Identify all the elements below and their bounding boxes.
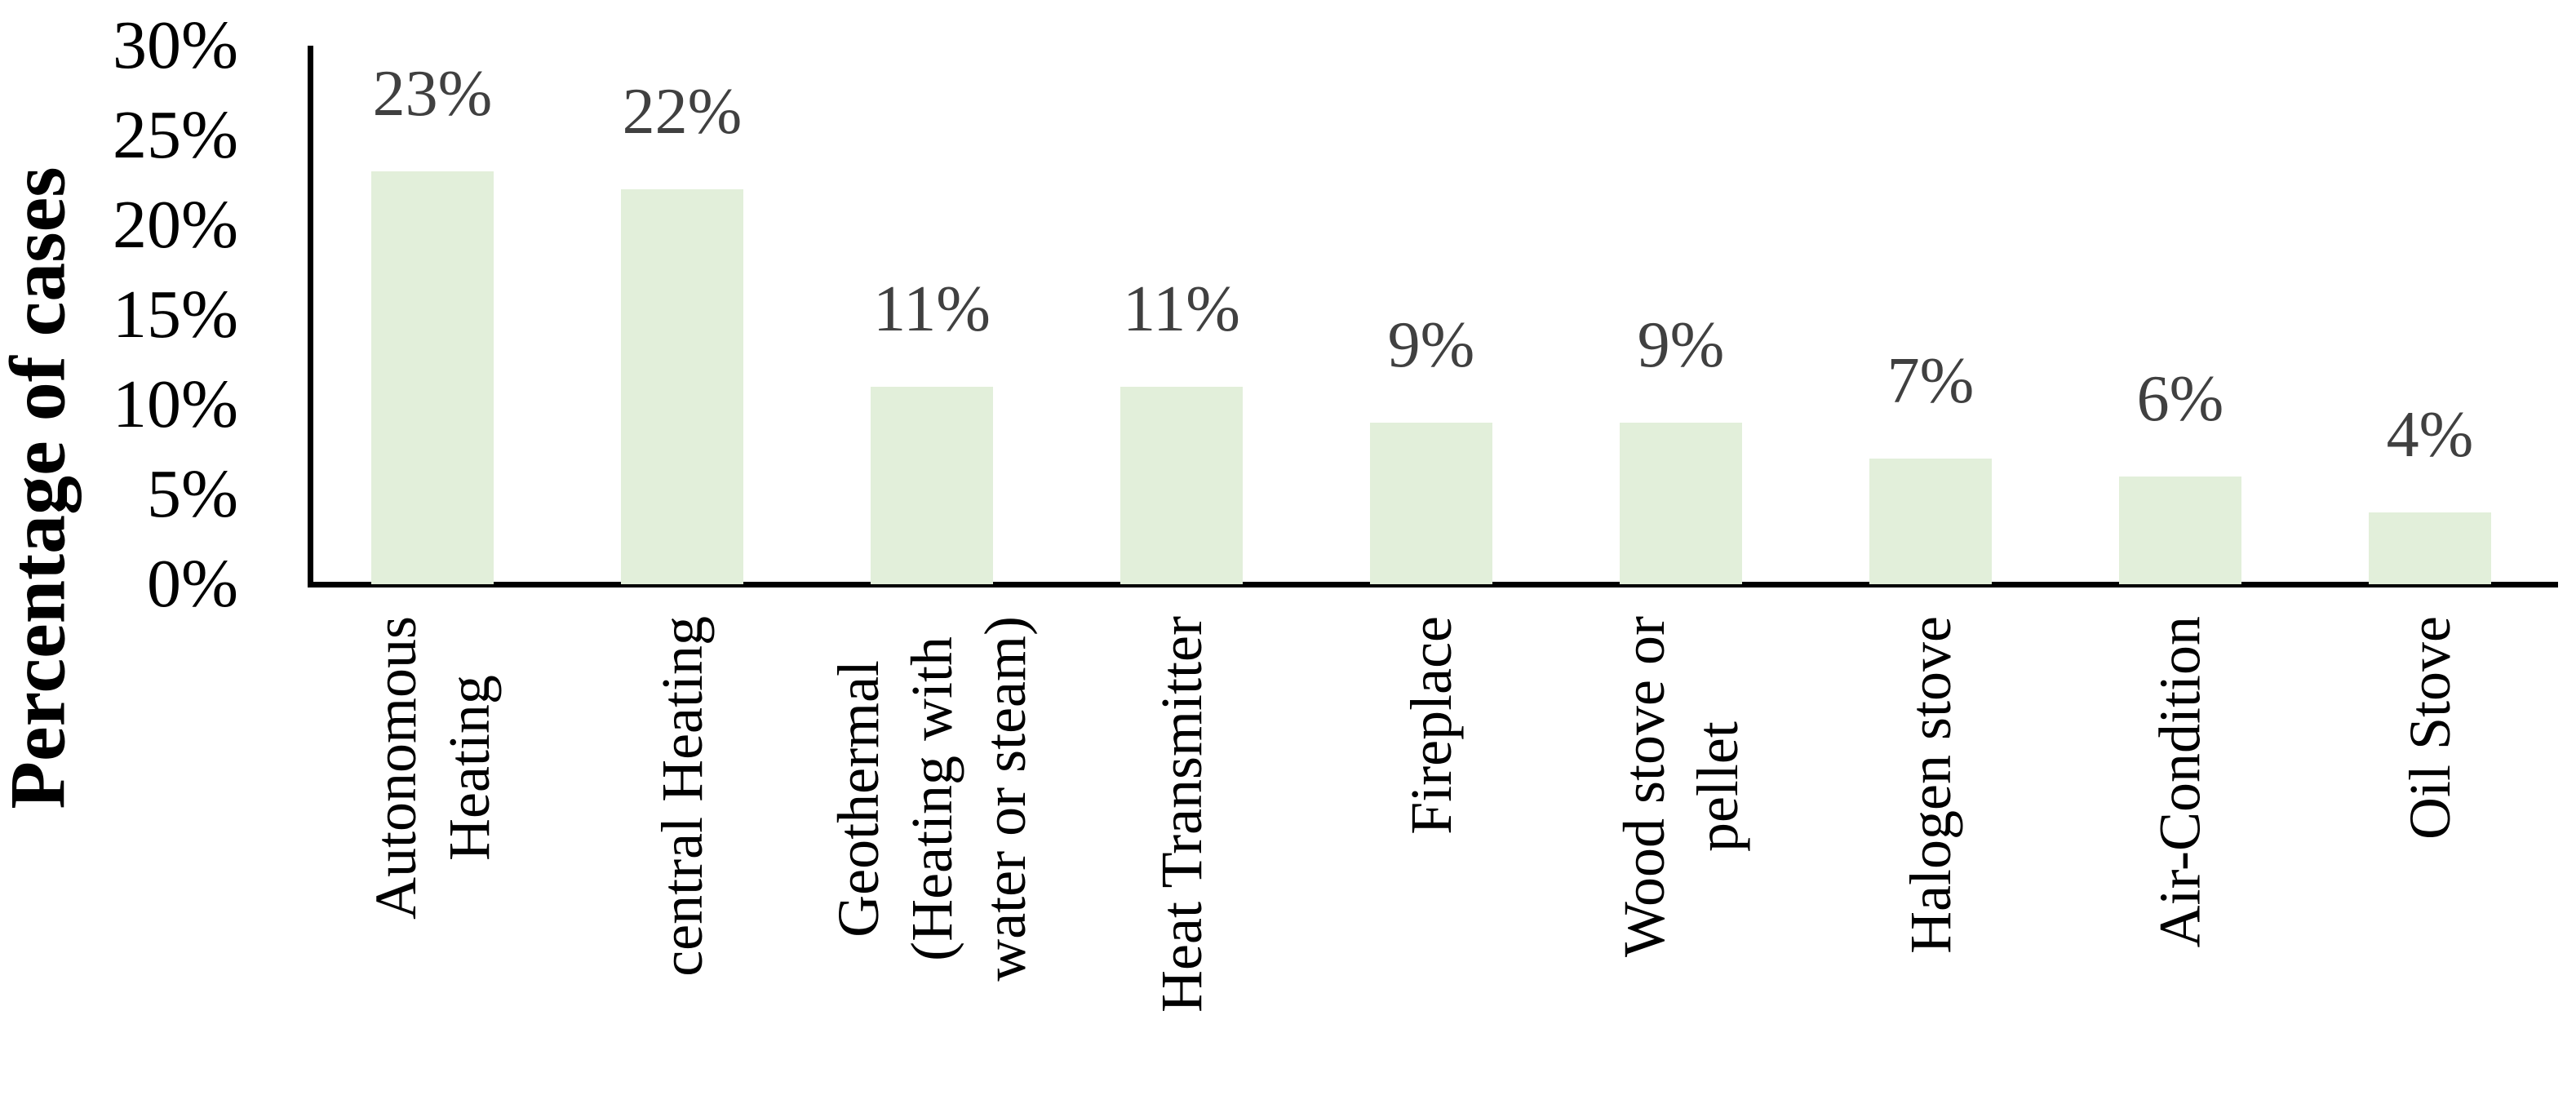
bar bbox=[2119, 477, 2241, 584]
x-axis-category-label: Geothermal (Heating with water or steam) bbox=[826, 616, 1038, 982]
x-axis-category-label: Fireplace bbox=[1399, 616, 1464, 835]
x-axis-line bbox=[308, 582, 2558, 587]
y-axis-line bbox=[308, 46, 313, 587]
y-axis-tick-label: 25% bbox=[113, 97, 238, 173]
bar-data-label: 6% bbox=[2136, 363, 2224, 435]
x-axis-category-label: Wood stove or pellet bbox=[1612, 616, 1750, 958]
y-axis-tick-label: 0% bbox=[147, 546, 238, 622]
y-axis-tick-label: 10% bbox=[113, 366, 238, 442]
bar bbox=[871, 387, 993, 584]
bar-data-label: 11% bbox=[1123, 273, 1240, 345]
bar bbox=[1120, 387, 1243, 584]
y-axis-tick-label: 15% bbox=[113, 277, 238, 352]
y-axis-tick-label: 30% bbox=[113, 7, 238, 83]
x-axis-category-label: Oil Stove bbox=[2397, 616, 2463, 840]
x-axis-category-label: Halogen stove bbox=[1898, 616, 1963, 954]
bar-data-label: 7% bbox=[1887, 345, 1975, 417]
x-axis-category-label: Heat Transmitter bbox=[1149, 616, 1214, 1013]
x-axis-category-label: Air-Condition bbox=[2148, 616, 2213, 948]
y-axis-tick-label: 20% bbox=[113, 187, 238, 263]
bar-data-label: 9% bbox=[1387, 309, 1475, 381]
bar-data-label: 22% bbox=[622, 76, 743, 148]
bar bbox=[1869, 459, 1992, 584]
x-axis-category-label: Autonomous Heating bbox=[363, 616, 502, 920]
bar-data-label: 23% bbox=[372, 58, 493, 130]
bar bbox=[1620, 423, 1742, 584]
x-axis-category-label: central Heating bbox=[650, 616, 715, 977]
bar bbox=[371, 171, 494, 584]
bar-data-label: 4% bbox=[2386, 399, 2474, 471]
y-axis-tick-label: 5% bbox=[147, 456, 238, 532]
bar-data-label: 9% bbox=[1637, 309, 1725, 381]
bar-data-label: 11% bbox=[873, 273, 991, 345]
bar bbox=[1370, 423, 1492, 584]
bar bbox=[621, 189, 743, 584]
bar bbox=[2369, 512, 2491, 584]
